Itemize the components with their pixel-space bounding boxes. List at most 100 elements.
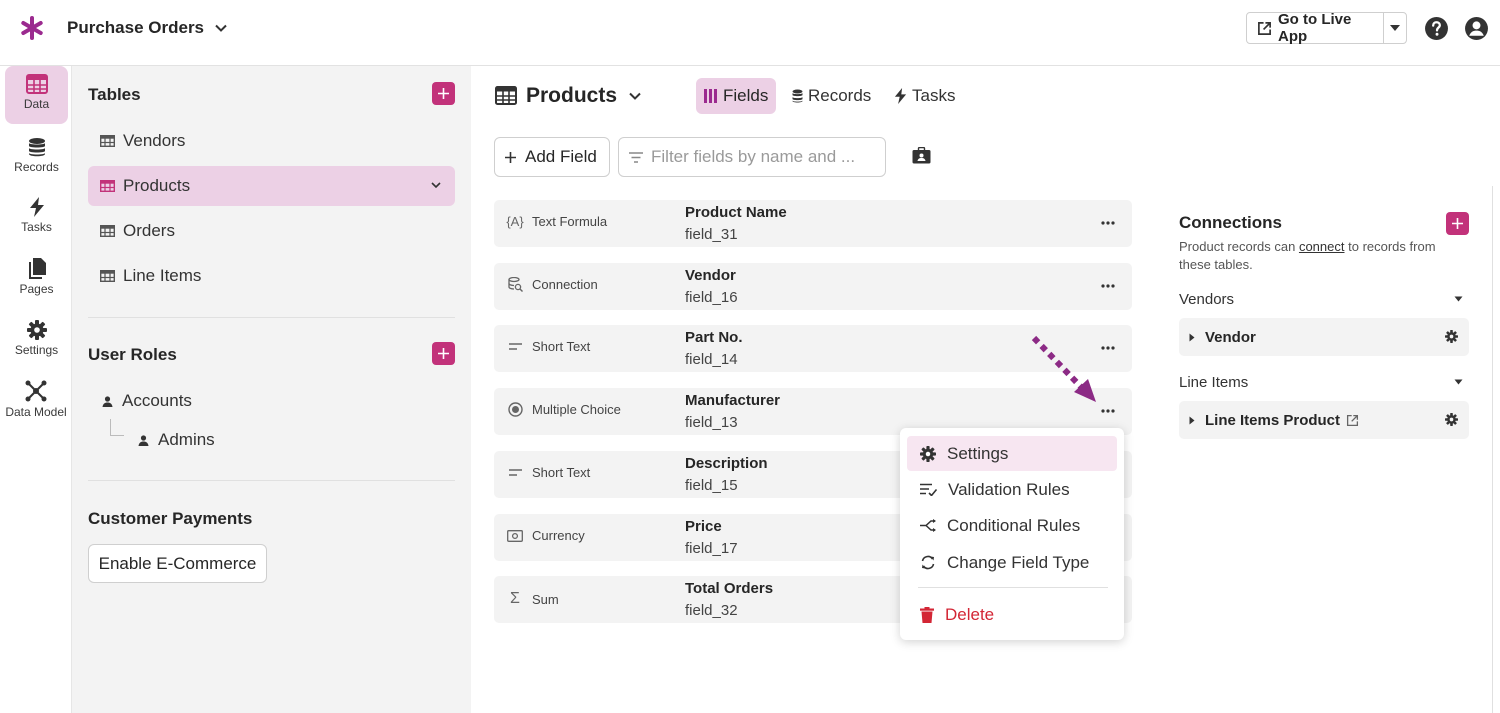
more-options-icon[interactable] bbox=[1099, 215, 1117, 231]
enable-ecommerce-button[interactable]: Enable E-Commerce bbox=[88, 544, 267, 583]
table-item-orders[interactable]: Orders bbox=[88, 211, 455, 251]
rail-item-data[interactable]: Data bbox=[5, 66, 68, 124]
menu-item-change-field-type[interactable]: Change Field Type bbox=[907, 545, 1117, 580]
menu-item-settings[interactable]: Settings bbox=[907, 436, 1117, 471]
desc-text: Product records can bbox=[1179, 239, 1299, 254]
field-name: Price bbox=[685, 518, 722, 535]
tab-label: Records bbox=[808, 86, 872, 105]
divider bbox=[88, 317, 455, 318]
rail-item-settings[interactable]: Settings bbox=[5, 320, 68, 357]
go-to-live-app-button[interactable]: Go to Live App bbox=[1246, 11, 1407, 45]
live-app-main[interactable]: Go to Live App bbox=[1247, 11, 1384, 45]
plus-icon bbox=[438, 88, 449, 99]
tree-connector bbox=[110, 419, 124, 436]
more-options-icon[interactable] bbox=[1099, 403, 1117, 419]
table-item-label: Orders bbox=[123, 221, 175, 240]
tab-records[interactable]: Records bbox=[784, 78, 879, 114]
table-item-line-items[interactable]: Line Items bbox=[88, 256, 455, 296]
connect-link[interactable]: connect bbox=[1298, 239, 1345, 254]
caret-right-icon[interactable] bbox=[1189, 333, 1195, 342]
menu-item-delete[interactable]: Delete bbox=[907, 597, 1117, 632]
rail-item-tasks[interactable]: Tasks bbox=[5, 197, 68, 234]
caret-down-icon[interactable] bbox=[1454, 296, 1463, 302]
caret-right-icon[interactable] bbox=[1189, 416, 1195, 425]
menu-divider bbox=[918, 587, 1108, 588]
rail-item-records[interactable]: Records bbox=[5, 137, 68, 174]
field-row[interactable]: Multiple Choice Manufacturer field_13 bbox=[494, 388, 1132, 435]
field-type: {A} Text Formula bbox=[506, 214, 607, 229]
gear-icon[interactable] bbox=[1445, 413, 1458, 426]
more-options-icon[interactable] bbox=[1099, 340, 1117, 356]
person-icon bbox=[102, 395, 113, 407]
currency-icon bbox=[506, 529, 524, 542]
desc-text: to records from these tables. bbox=[1179, 239, 1436, 272]
field-row[interactable]: Connection Vendor field_16 bbox=[494, 263, 1132, 310]
rail-item-pages[interactable]: Pages bbox=[5, 258, 68, 296]
validation-rules-icon bbox=[920, 483, 937, 496]
gear-icon[interactable] bbox=[1445, 330, 1458, 343]
user-roles-heading: User Roles bbox=[88, 345, 177, 364]
table-item-vendors[interactable]: Vendors bbox=[88, 121, 455, 161]
field-row[interactable]: Short Text Part No. field_14 bbox=[494, 325, 1132, 372]
menu-item-validation-rules[interactable]: Validation Rules bbox=[907, 472, 1117, 507]
field-row[interactable]: {A} Text Formula Product Name field_31 bbox=[494, 200, 1132, 247]
sum-icon: Σ bbox=[510, 590, 520, 607]
external-link-icon[interactable] bbox=[1346, 414, 1359, 427]
field-options-menu: Settings Validation Rules Conditional Ru… bbox=[900, 428, 1124, 640]
short-text-icon bbox=[506, 469, 524, 476]
user-account-icon[interactable] bbox=[1464, 16, 1489, 41]
connection-card-label: Vendor bbox=[1205, 328, 1256, 346]
add-table-button[interactable] bbox=[432, 82, 455, 105]
rail-label: Tasks bbox=[21, 220, 52, 234]
gear-icon bbox=[920, 445, 936, 462]
rail-item-data-model[interactable]: Data Model bbox=[0, 380, 72, 419]
filter-fields-input[interactable] bbox=[651, 147, 871, 167]
chevron-down-icon[interactable] bbox=[431, 181, 441, 189]
field-type: Connection bbox=[506, 277, 598, 292]
divider bbox=[1492, 186, 1493, 713]
connections-heading: Connections bbox=[1179, 213, 1282, 232]
menu-item-conditional-rules[interactable]: Conditional Rules bbox=[907, 508, 1117, 543]
pages-icon bbox=[28, 258, 46, 279]
role-label: Accounts bbox=[122, 391, 192, 410]
connection-group-line-items[interactable]: Line Items bbox=[1179, 374, 1469, 391]
field-name: Vendor bbox=[685, 267, 736, 284]
tables-panel: Tables Vendors Products Orders Line Item… bbox=[72, 66, 471, 713]
app-logo-icon[interactable] bbox=[20, 16, 44, 40]
tab-fields[interactable]: Fields bbox=[696, 78, 777, 114]
role-item-admins[interactable]: Admins bbox=[138, 430, 215, 450]
tab-tasks[interactable]: Tasks bbox=[886, 78, 963, 114]
chevron-down-icon[interactable] bbox=[627, 88, 643, 104]
add-connection-button[interactable] bbox=[1446, 212, 1469, 235]
field-type-label: Currency bbox=[532, 528, 585, 543]
table-item-products[interactable]: Products bbox=[88, 166, 455, 206]
more-options-icon[interactable] bbox=[1099, 278, 1117, 294]
field-type-label: Sum bbox=[532, 591, 559, 607]
chevron-down-icon[interactable] bbox=[213, 20, 229, 36]
left-nav-rail: Data Records Tasks Pages Settings Data M… bbox=[0, 66, 72, 713]
customer-payments-heading: Customer Payments bbox=[88, 509, 253, 528]
caret-down-icon[interactable] bbox=[1454, 379, 1463, 385]
connection-card-line-items-product[interactable]: Line Items Product bbox=[1179, 401, 1469, 439]
rail-label: Records bbox=[14, 160, 59, 174]
menu-item-label: Change Field Type bbox=[947, 552, 1090, 572]
field-key: field_15 bbox=[685, 477, 738, 494]
bolt-icon bbox=[29, 197, 45, 217]
add-user-role-button[interactable] bbox=[432, 342, 455, 365]
filter-fields-field[interactable] bbox=[618, 137, 886, 177]
table-icon bbox=[100, 270, 115, 282]
connection-card-vendor[interactable]: Vendor bbox=[1179, 318, 1469, 356]
live-app-dropdown-icon[interactable] bbox=[1384, 24, 1406, 32]
role-item-accounts[interactable]: Accounts bbox=[102, 391, 192, 411]
id-badge-icon[interactable] bbox=[912, 147, 931, 164]
app-title[interactable]: Purchase Orders bbox=[67, 18, 205, 37]
add-field-button[interactable]: Add Field bbox=[494, 137, 610, 177]
field-type: Multiple Choice bbox=[506, 402, 621, 417]
field-key: field_16 bbox=[685, 289, 738, 306]
field-name: Part No. bbox=[685, 329, 743, 346]
field-type-label: Text Formula bbox=[532, 214, 608, 229]
field-type: Short Text bbox=[506, 339, 590, 354]
help-icon[interactable] bbox=[1424, 16, 1449, 41]
connection-group-vendors[interactable]: Vendors bbox=[1179, 291, 1469, 308]
bolt-icon bbox=[894, 88, 907, 104]
